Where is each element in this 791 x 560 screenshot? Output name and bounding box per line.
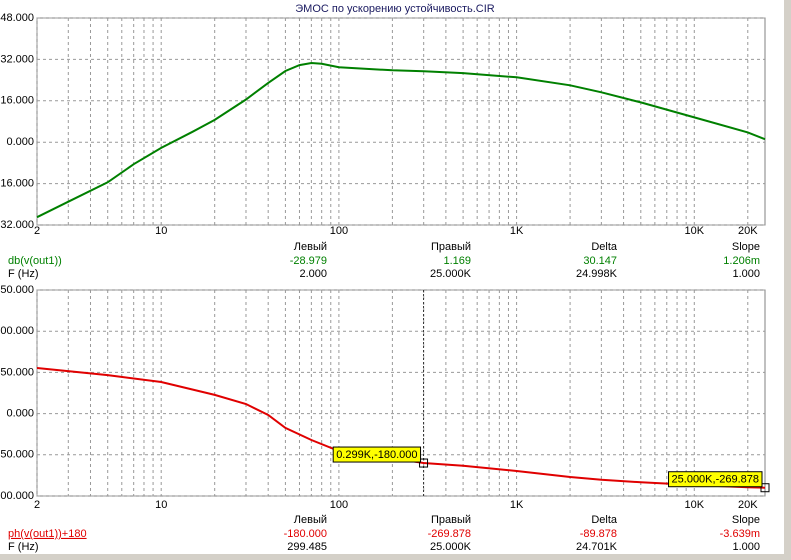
annotation-box [668, 471, 763, 488]
readout-value: 24.701K [576, 541, 618, 553]
x-tick-label: 2 [34, 499, 40, 511]
x-tick-label: 10K [684, 499, 704, 511]
readout-value: 299.485 [287, 541, 327, 553]
readout-header: Slope [732, 514, 760, 526]
y-tick-label: 150.000 [0, 366, 34, 378]
readout-header: Левый [294, 241, 327, 253]
readout-header: Delta [591, 241, 618, 253]
chart-title: ЭМОС по ускорению устойчивость.CIR [295, 3, 495, 15]
y-tick-label: -16.000 [0, 178, 34, 190]
x-tick-label: 10K [684, 225, 704, 237]
y-tick-label: 0.000 [6, 408, 34, 420]
x-tick-label: 1K [510, 225, 524, 237]
readout-header: Левый [294, 514, 327, 526]
y-tick-label: 16.000 [0, 95, 34, 107]
readout-header: Правый [431, 514, 471, 526]
y-tick-label: 32.000 [0, 53, 34, 65]
x-tick-label: 1K [510, 499, 524, 511]
readout-value: 24.998K [576, 268, 618, 280]
y-tick-label: 450.000 [0, 284, 34, 296]
readout-label: db(v(out1)) [8, 255, 62, 267]
x-tick-label: 100 [330, 225, 348, 237]
readout-value: 30.147 [583, 255, 617, 267]
x-tick-label: 2 [34, 225, 40, 237]
readout-value: 25.000K [430, 268, 472, 280]
readout-header: Slope [732, 241, 760, 253]
cursor-marker [419, 458, 429, 468]
x-tick-label: 20K [738, 225, 758, 237]
readout-value: 2.000 [299, 268, 327, 280]
readout-header: Delta [591, 514, 618, 526]
window-edge [0, 554, 791, 560]
y-tick-label: 48.000 [0, 12, 34, 24]
y-tick-label: 0.000 [6, 136, 34, 148]
readout-label: ph(v(out1))+180 [8, 528, 87, 540]
readout-value: 1.000 [732, 268, 760, 280]
readout-value: 25.000K [430, 541, 472, 553]
annotation-box [332, 446, 422, 463]
window-edge [784, 0, 791, 560]
x-tick-label: 10 [155, 499, 167, 511]
readout-value: -3.639m [720, 528, 760, 540]
x-tick-label: 10 [155, 225, 167, 237]
readout-label: F (Hz) [8, 268, 39, 280]
readout-value: -180.000 [284, 528, 327, 540]
readout-value: 1.206m [723, 255, 760, 267]
annotation-label: 25.000K,-269.878 [672, 474, 759, 486]
readout-value: -269.878 [428, 528, 471, 540]
x-tick-label: 100 [330, 499, 348, 511]
annotation-label: 0.299K,-180.000 [336, 449, 417, 461]
readout-value: -89.878 [580, 528, 617, 540]
readout-header: Правый [431, 241, 471, 253]
y-tick-label: -32.000 [0, 219, 34, 231]
data-line [36, 61, 766, 219]
y-tick-label: -300.000 [0, 490, 34, 502]
y-tick-label: -150.000 [0, 449, 34, 461]
cursor-marker [760, 483, 770, 493]
y-tick-label: 300.000 [0, 325, 34, 337]
readout-label: F (Hz) [8, 541, 39, 553]
readout-value: 1.169 [443, 255, 471, 267]
x-tick-label: 20K [738, 499, 758, 511]
readout-value: 1.000 [732, 541, 760, 553]
readout-value: -28.979 [290, 255, 327, 267]
